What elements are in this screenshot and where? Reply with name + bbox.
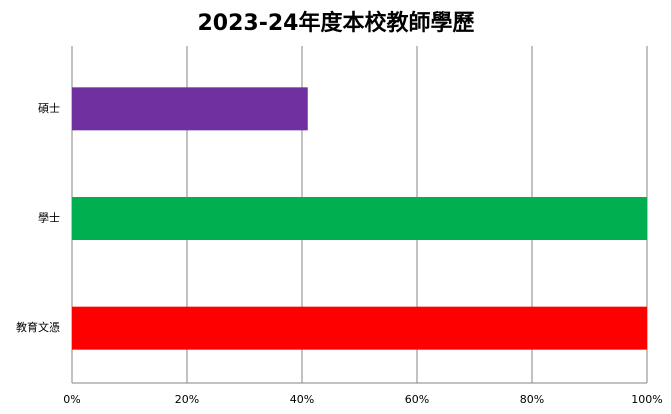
x-tick-label: 100% [631, 393, 662, 406]
x-tick-label: 0% [63, 393, 80, 406]
x-tick-label: 60% [405, 393, 429, 406]
x-tick-label: 40% [290, 393, 314, 406]
y-tick-label: 教育文憑 [16, 320, 60, 334]
bar [72, 87, 308, 131]
bar [72, 306, 647, 350]
x-tick-label: 80% [520, 393, 544, 406]
y-tick-label: 碩士 [38, 102, 60, 115]
bar [72, 197, 647, 240]
y-tick-label: 學士 [38, 212, 60, 225]
x-tick-label: 20% [175, 393, 199, 406]
chart-title: 2023-24年度本校教師學歷 [198, 10, 475, 36]
